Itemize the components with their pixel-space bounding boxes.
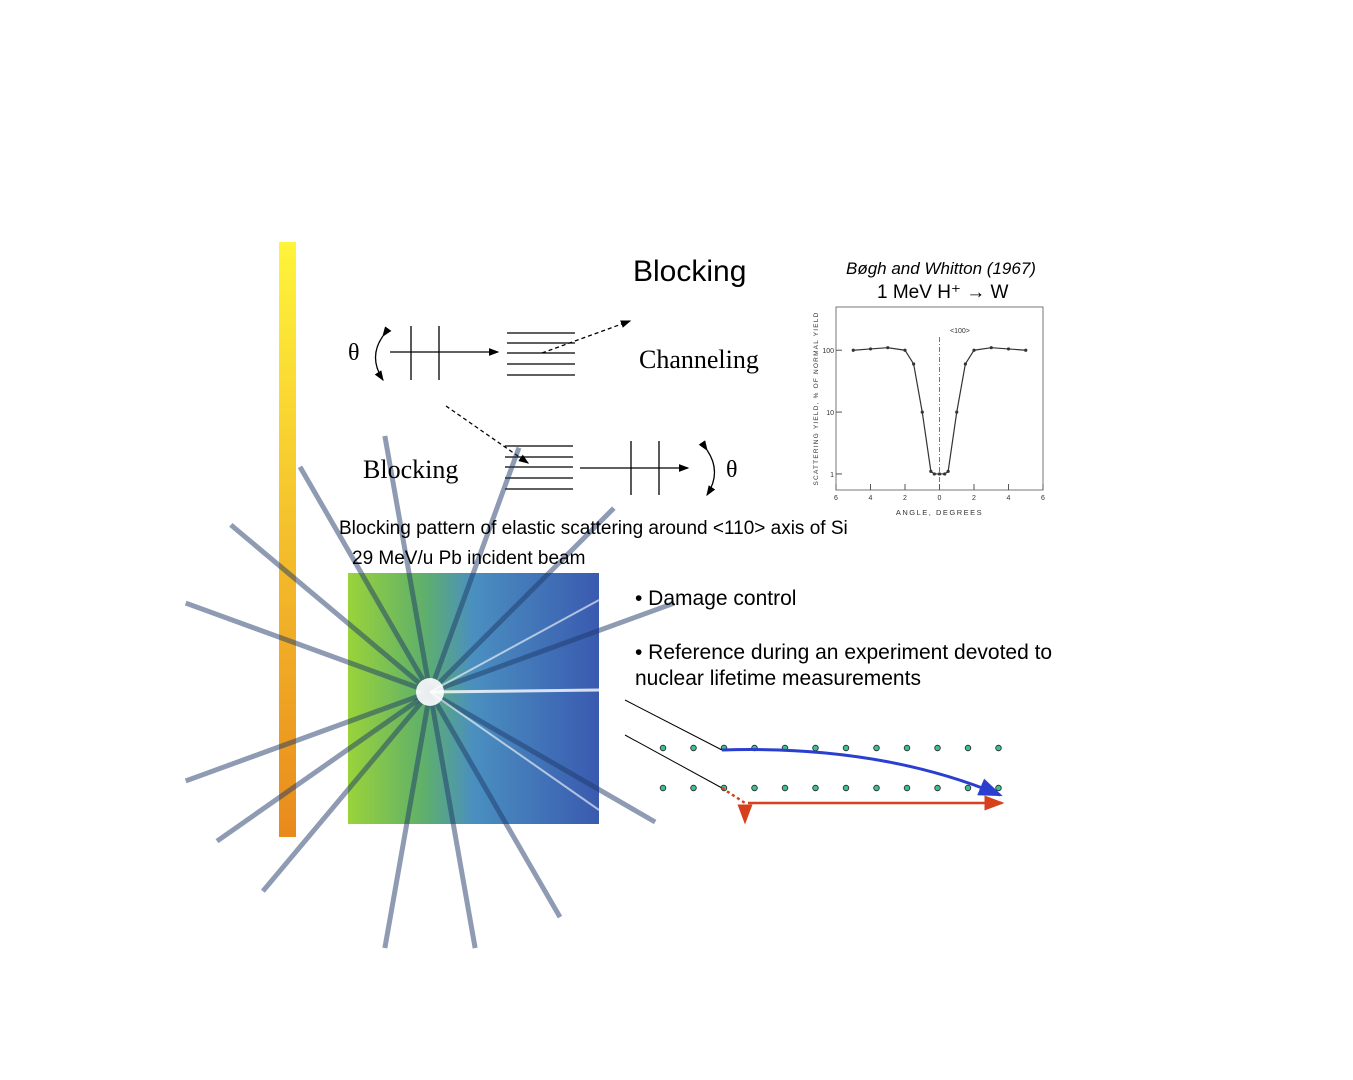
data-point — [912, 362, 916, 366]
pattern-streak — [229, 522, 432, 694]
atom — [690, 744, 697, 752]
x-axis-label: ANGLE, DEGREES — [896, 508, 983, 517]
atom — [934, 784, 941, 792]
pattern-streak — [429, 600, 676, 695]
atom — [964, 744, 972, 752]
data-point — [943, 472, 947, 476]
data-point — [903, 348, 907, 352]
atom — [995, 744, 1002, 752]
atom — [873, 744, 880, 752]
atom — [781, 784, 789, 792]
data-point — [920, 410, 924, 414]
pattern-streak — [184, 600, 431, 695]
atom — [903, 744, 911, 752]
atom — [995, 784, 1002, 792]
pattern-streak — [428, 689, 657, 825]
reaction: 1 MeV H⁺ → W — [877, 282, 1009, 303]
annotation: <100> — [950, 328, 970, 335]
beam-label: 29 MeV/u Pb incident beam — [352, 548, 586, 569]
x-tick-label: 2 — [972, 495, 976, 502]
atom — [934, 744, 941, 752]
y-axis-label: SCATTERING YIELD, % OF NORMAL YIELD — [813, 312, 820, 486]
data-point — [955, 410, 959, 414]
data-point — [963, 362, 967, 366]
data-point — [886, 346, 890, 350]
atom — [842, 784, 850, 792]
data-point — [989, 346, 993, 350]
theta-label: θ — [726, 457, 738, 483]
data-point — [868, 347, 873, 351]
data-point — [851, 348, 855, 352]
y-tick-label: 100 — [822, 348, 834, 355]
pattern-streak — [429, 688, 600, 694]
data-point — [937, 472, 942, 476]
bullet: • Reference during an experiment devoted… — [635, 641, 1053, 690]
bullet: • Damage control — [635, 587, 797, 610]
theta-label: θ — [348, 340, 360, 366]
pattern-caption: Blocking pattern of elastic scattering a… — [339, 518, 848, 539]
lattice-diagram — [624, 699, 1005, 825]
atom — [903, 784, 911, 792]
pattern-streak — [382, 691, 433, 949]
atom — [842, 744, 850, 752]
y-tick-label: 1 — [830, 472, 834, 479]
pattern-streak — [427, 690, 563, 919]
data-point — [932, 472, 936, 476]
data-point — [972, 348, 976, 352]
pattern-streak — [260, 690, 432, 893]
data-point — [929, 469, 933, 473]
blocking-label: Blocking — [363, 455, 459, 484]
atom — [812, 784, 819, 792]
pattern-streak — [184, 689, 431, 784]
accent-bar — [279, 242, 296, 837]
x-tick-label: 2 — [903, 495, 907, 502]
pattern-center — [416, 678, 444, 706]
atom — [659, 744, 667, 752]
x-tick-label: 0 — [938, 495, 942, 502]
blocking-diagram — [445, 405, 716, 497]
blocking-pattern-image — [184, 435, 676, 949]
channeling-diagram — [374, 320, 632, 382]
atom — [659, 784, 667, 792]
atom — [873, 784, 880, 792]
x-tick-label: 4 — [869, 495, 873, 502]
slide-title: Blocking — [633, 255, 747, 288]
y-tick-label: 10 — [826, 410, 834, 417]
pattern-streak — [297, 465, 433, 694]
pattern-streak — [428, 506, 616, 694]
pattern-streak — [429, 691, 600, 811]
yield-plot: 1 10 100 6 4 2 0 2 4 6 ANGLE, DEGREES SCATTERING YI… — [813, 306, 1045, 517]
pattern-streak — [429, 599, 600, 693]
pattern-streak — [427, 446, 522, 693]
citation: Bøgh and Whitton (1967) — [846, 259, 1036, 278]
x-tick-label: 6 — [1041, 495, 1045, 502]
pattern-streak — [427, 691, 478, 949]
x-tick-label: 6 — [834, 495, 838, 502]
pattern-streak — [382, 435, 433, 693]
atom — [964, 784, 972, 792]
data-point — [946, 469, 950, 473]
x-tick-label: 4 — [1007, 495, 1011, 502]
data-point — [1006, 347, 1011, 351]
atom — [690, 784, 697, 792]
atom — [812, 744, 819, 752]
atom — [751, 784, 758, 792]
channeling-label: Channeling — [639, 345, 759, 374]
pattern-streak — [215, 689, 432, 844]
data-point — [1024, 348, 1028, 352]
